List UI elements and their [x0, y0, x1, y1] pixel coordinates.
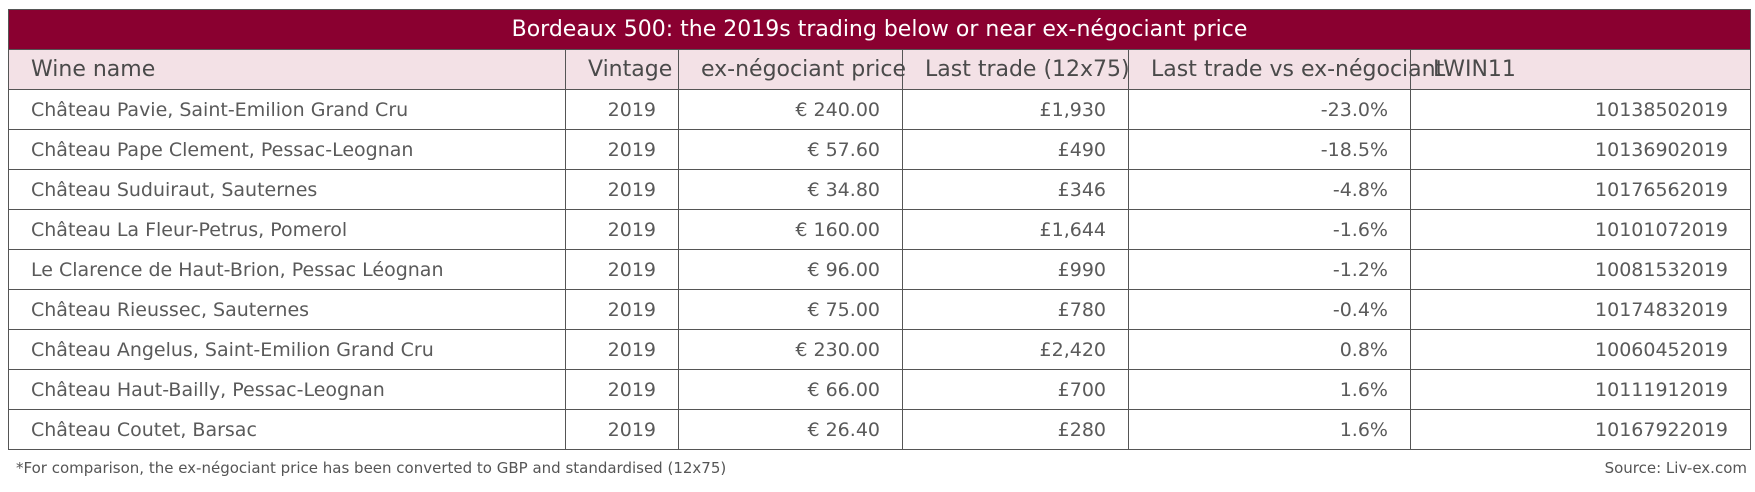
- vintage-cell: 2019: [565, 329, 679, 370]
- last-trade-cell: £2,420: [902, 329, 1129, 370]
- table-row: Château Angelus, Saint-Emilion Grand Cru…: [8, 329, 1752, 370]
- wine-name-cell: Le Clarence de Haut-Brion, Pessac Léogna…: [8, 249, 566, 290]
- last-trade-cell: £700: [902, 369, 1129, 410]
- vintage-cell: 2019: [565, 409, 679, 450]
- table-row: Château Pape Clement, Pessac-Leognan 2019…: [8, 129, 1752, 170]
- ex-negociant-price-cell: € 160.00: [678, 209, 903, 250]
- table-row: Château Coutet, Barsac 2019 € 26.40 £280 1.6…: [8, 409, 1752, 450]
- wine-name-cell: Château Suduiraut, Sauternes: [8, 169, 566, 210]
- table-row: Le Clarence de Haut-Brion, Pessac Léogna…: [8, 249, 1752, 290]
- ex-negociant-price-cell: € 75.00: [678, 289, 903, 330]
- table-row: Château La Fleur-Petrus, Pomerol 2019 € 16…: [8, 209, 1752, 250]
- last-trade-vs-ex-negociant-cell: -18.5%: [1128, 129, 1411, 170]
- table-row: Château Suduiraut, Sauternes 2019 € 34.80 £…: [8, 169, 1752, 210]
- lwin11-cell: 10101072019: [1409, 209, 1752, 250]
- last-trade-vs-ex-negociant-cell: -1.6%: [1128, 209, 1411, 250]
- vintage-cell: 2019: [565, 169, 679, 210]
- last-trade-cell: £280: [902, 409, 1129, 450]
- wine-table-container: Bordeaux 500: the 2019s trading below or…: [7, 9, 1752, 450]
- lwin11-cell: 10111912019: [1409, 369, 1752, 410]
- wine-name-cell: Château Rieussec, Sauternes: [8, 289, 566, 330]
- column-header-ex-negociant-price: ex-négociant price: [678, 49, 906, 90]
- table-title: Bordeaux 500: the 2019s trading below or…: [7, 9, 1752, 50]
- vintage-cell: 2019: [565, 209, 679, 250]
- ex-negociant-price-cell: € 240.00: [678, 89, 903, 130]
- table-header-row: Wine name Vintage ex-négociant price Las…: [8, 49, 1752, 90]
- wine-name-cell: Château Angelus, Saint-Emilion Grand Cru: [8, 329, 566, 370]
- vintage-cell: 2019: [565, 249, 679, 290]
- last-trade-cell: £1,644: [902, 209, 1129, 250]
- source-credit: Source: Liv-ex.com: [1604, 459, 1747, 477]
- wine-name-cell: Château Coutet, Barsac: [8, 409, 566, 450]
- vintage-cell: 2019: [565, 89, 679, 130]
- last-trade-vs-ex-negociant-cell: -4.8%: [1128, 169, 1411, 210]
- last-trade-vs-ex-negociant-cell: -1.2%: [1128, 249, 1411, 290]
- ex-negociant-price-cell: € 26.40: [678, 409, 903, 450]
- column-header-last-trade-vs-ex-negociant: Last trade vs ex-négociant: [1128, 49, 1444, 90]
- ex-negociant-price-cell: € 66.00: [678, 369, 903, 410]
- table-body: Château Pavie, Saint-Emilion Grand Cru 20…: [8, 89, 1752, 450]
- ex-negociant-price-cell: € 57.60: [678, 129, 903, 170]
- last-trade-cell: £990: [902, 249, 1129, 290]
- ex-negociant-price-cell: € 230.00: [678, 329, 903, 370]
- column-header-vintage: Vintage: [565, 49, 679, 90]
- last-trade-cell: £346: [902, 169, 1129, 210]
- lwin11-cell: 10176562019: [1409, 169, 1752, 210]
- lwin11-cell: 10138502019: [1409, 89, 1752, 130]
- table-row: Château Pavie, Saint-Emilion Grand Cru 20…: [8, 89, 1752, 130]
- lwin11-cell: 10174832019: [1409, 289, 1752, 330]
- column-header-wine-name: Wine name: [8, 49, 566, 90]
- column-header-lwin11: LWIN11: [1409, 49, 1752, 90]
- ex-negociant-price-cell: € 96.00: [678, 249, 903, 290]
- wine-name-cell: Château Pavie, Saint-Emilion Grand Cru: [8, 89, 566, 130]
- ex-negociant-price-cell: € 34.80: [678, 169, 903, 210]
- last-trade-vs-ex-negociant-cell: 1.6%: [1128, 409, 1411, 450]
- lwin11-cell: 10060452019: [1409, 329, 1752, 370]
- table-row: Château Haut-Bailly, Pessac-Leognan 2019 €…: [8, 369, 1752, 410]
- last-trade-cell: £1,930: [902, 89, 1129, 130]
- wine-name-cell: Château La Fleur-Petrus, Pomerol: [8, 209, 566, 250]
- wine-name-cell: Château Pape Clement, Pessac-Leognan: [8, 129, 566, 170]
- vintage-cell: 2019: [565, 129, 679, 170]
- last-trade-vs-ex-negociant-cell: 1.6%: [1128, 369, 1411, 410]
- wine-table: Bordeaux 500: the 2019s trading below or…: [7, 9, 1752, 450]
- table-row: Château Rieussec, Sauternes 2019 € 75.00 £7…: [8, 289, 1752, 330]
- last-trade-vs-ex-negociant-cell: 0.8%: [1128, 329, 1411, 370]
- wine-name-cell: Château Haut-Bailly, Pessac-Leognan: [8, 369, 566, 410]
- footnote: *For comparison, the ex-négociant price …: [16, 459, 727, 477]
- last-trade-cell: £780: [902, 289, 1129, 330]
- vintage-cell: 2019: [565, 289, 679, 330]
- last-trade-vs-ex-negociant-cell: -0.4%: [1128, 289, 1411, 330]
- lwin11-cell: 10136902019: [1409, 129, 1752, 170]
- column-header-last-trade: Last trade (12x75): [902, 49, 1130, 90]
- lwin11-cell: 10081532019: [1409, 249, 1752, 290]
- lwin11-cell: 10167922019: [1409, 409, 1752, 450]
- last-trade-vs-ex-negociant-cell: -23.0%: [1128, 89, 1411, 130]
- vintage-cell: 2019: [565, 369, 679, 410]
- last-trade-cell: £490: [902, 129, 1129, 170]
